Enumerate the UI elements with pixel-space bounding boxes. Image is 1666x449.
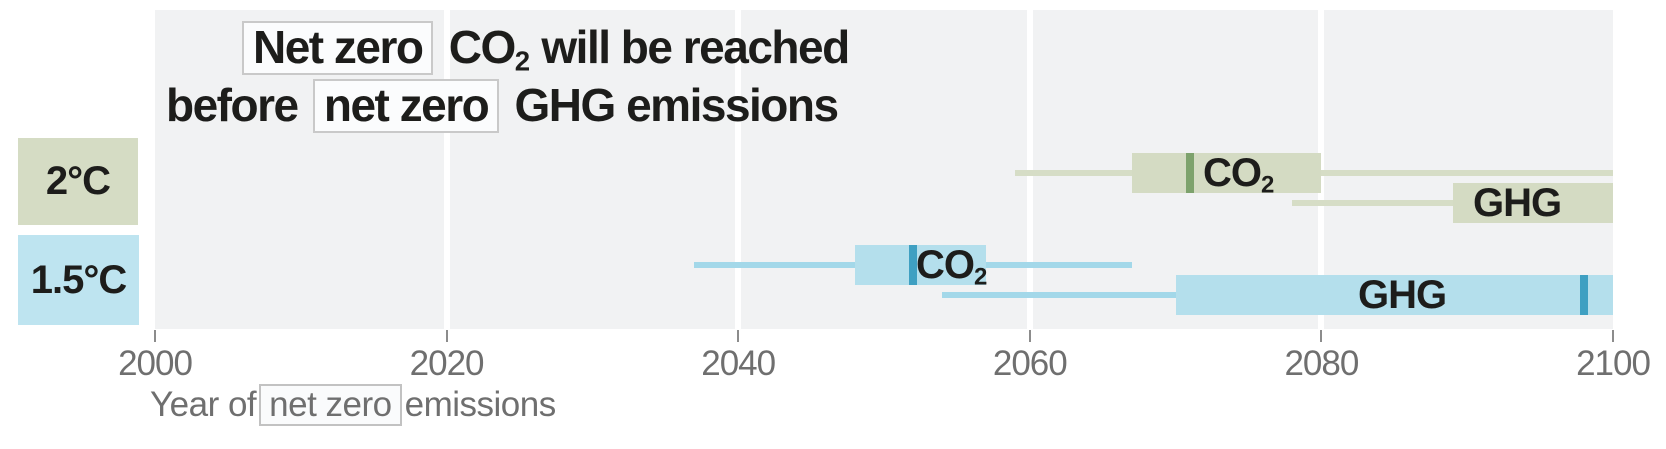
boxed-word: net zero <box>259 384 402 426</box>
box-2°C-CO2 <box>1131 153 1322 193</box>
subscript: 2 <box>514 45 531 77</box>
box-1.5°C-CO2 <box>854 245 987 285</box>
boxed-word: Net zero <box>242 21 434 75</box>
bar-label-text: GHG <box>1473 181 1562 225</box>
gridline-2080 <box>1318 10 1325 329</box>
title-text: will be reached <box>530 21 850 73</box>
x-tick-2040 <box>737 330 740 342</box>
x-tick-2060 <box>1028 330 1031 342</box>
x-tick-2100 <box>1612 330 1614 342</box>
subscript: 2 <box>1261 171 1275 199</box>
boxed-word: net zero <box>312 79 500 133</box>
x-tick-label-2020: 2020 <box>409 344 485 383</box>
chart-title: Net zero CO2 will be reached before net … <box>0 20 850 136</box>
bar-label-text: CO <box>916 243 975 287</box>
x-tick-2000 <box>154 330 156 342</box>
median-1.5°C-GHG <box>1579 275 1588 315</box>
bar-label-1.5°C-CO2: CO2 <box>916 244 987 299</box>
x-axis-label-text: emissions <box>404 385 557 424</box>
bar-label-2°C-GHG: GHG <box>1473 181 1562 225</box>
x-axis-label: Year of net zero emissions <box>150 384 556 426</box>
box-1.5°C-GHG <box>1175 275 1613 315</box>
title-text: CO <box>437 21 517 73</box>
box-2°C-GHG <box>1452 183 1613 223</box>
gridline-2060 <box>1026 10 1033 329</box>
bar-label-2°C-CO2: CO2 <box>1203 152 1274 207</box>
category-label-2c: 2°C <box>18 138 138 225</box>
gridline-2020 <box>443 10 450 329</box>
chart-title-line-1: Net zero CO2 will be reached <box>238 20 850 78</box>
x-tick-label-2060: 2060 <box>992 344 1068 383</box>
bar-label-text: GHG <box>1358 273 1447 317</box>
x-tick-label-2080: 2080 <box>1284 344 1359 383</box>
median-1.5°C-CO2 <box>909 245 918 285</box>
median-2°C-CO2 <box>1186 153 1195 193</box>
x-tick-label-2000: 2000 <box>118 344 193 383</box>
subscript: 2 <box>974 263 988 291</box>
x-tick-2020 <box>445 330 448 342</box>
title-text: before <box>166 79 309 131</box>
x-tick-label-2100: 2100 <box>1576 344 1651 383</box>
x-tick-label-2040: 2040 <box>701 344 776 383</box>
bar-label-1.5°C-GHG: GHG <box>1358 273 1447 317</box>
x-tick-2080 <box>1320 330 1323 342</box>
gridline-2040 <box>735 10 742 329</box>
x-axis-label-text: Year of <box>150 385 257 424</box>
chart-title-line-2: before net zero GHG emissions <box>166 78 849 136</box>
title-text: GHG emissions <box>503 79 840 131</box>
bar-label-text: CO <box>1203 151 1262 195</box>
category-label-1-5c: 1.5°C <box>18 235 139 325</box>
